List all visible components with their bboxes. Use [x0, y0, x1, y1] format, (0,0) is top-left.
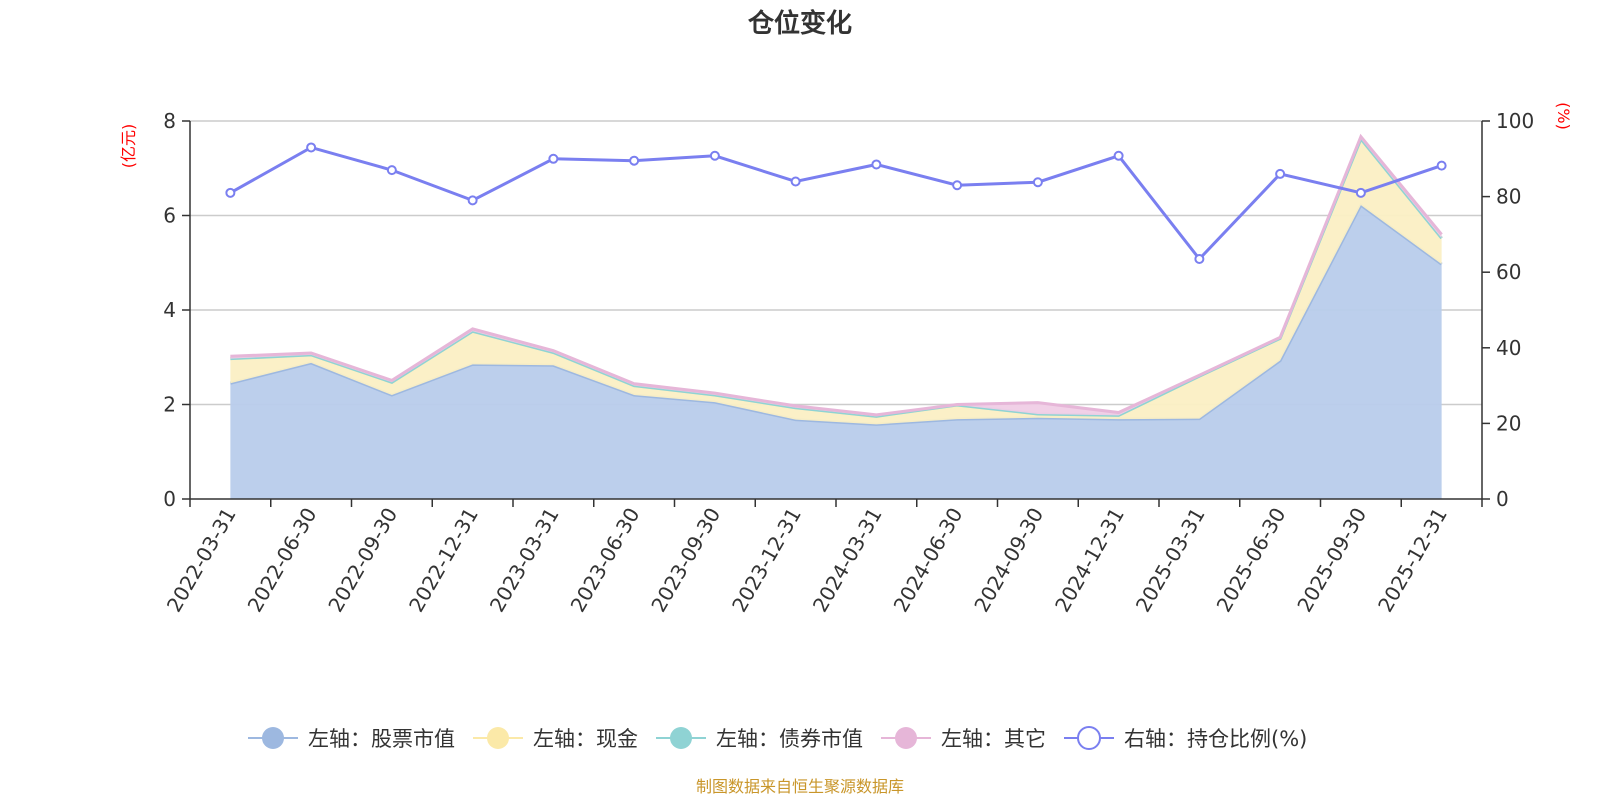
x-tick-label: 2024-06-30 — [889, 504, 968, 617]
legend-item[interactable]: 左轴：债券市值 — [656, 727, 863, 751]
x-tick-label: 2024-03-31 — [808, 504, 887, 617]
ratio-point[interactable] — [386, 165, 397, 176]
legend-label: 左轴：现金 — [533, 727, 638, 751]
right-axis-unit: (%) — [1554, 102, 1573, 130]
left-tick-label: 0 — [163, 487, 176, 511]
x-tick-label: 2024-09-30 — [969, 504, 1048, 617]
x-tick-label: 2023-09-30 — [646, 504, 725, 617]
left-tick-label: 2 — [163, 393, 176, 417]
legend-marker — [1077, 726, 1101, 750]
ratio-line — [229, 145, 1443, 262]
x-tick-label: 2023-06-30 — [566, 504, 645, 617]
ratio-point[interactable] — [952, 180, 963, 191]
x-tick-label: 2025-09-30 — [1292, 504, 1371, 617]
right-tick-label: 80 — [1496, 185, 1521, 209]
legend-marker — [487, 727, 509, 749]
chart-title: 仓位变化 — [747, 8, 852, 39]
area-左轴：现金 — [230, 138, 1442, 425]
x-tick-label: 2024-12-31 — [1050, 504, 1129, 617]
legend-marker — [262, 727, 284, 749]
legend-label: 左轴：债券市值 — [716, 727, 863, 751]
ratio-point[interactable] — [629, 155, 640, 166]
right-tick-label: 20 — [1496, 411, 1521, 435]
legend-marker — [895, 727, 917, 749]
ratio-point[interactable] — [306, 142, 317, 153]
ratio-point[interactable] — [225, 187, 236, 198]
ratio-point[interactable] — [548, 153, 559, 164]
data-source-note: 制图数据来自恒生聚源数据库 — [696, 777, 904, 796]
x-tick-label: 2023-03-31 — [485, 504, 564, 617]
right-tick-label: 40 — [1496, 336, 1521, 360]
ratio-point[interactable] — [790, 176, 801, 187]
left-tick-label: 8 — [163, 109, 176, 133]
legend-marker — [670, 727, 692, 749]
ratio-point[interactable] — [871, 159, 882, 170]
area-series — [230, 133, 1443, 500]
x-tick-label: 2022-09-30 — [323, 504, 402, 617]
x-tick-label: 2022-06-30 — [243, 504, 322, 617]
legend-label: 左轴：其它 — [941, 727, 1046, 751]
ratio-point[interactable] — [1355, 187, 1366, 198]
legend-item[interactable]: 右轴：持仓比例(%) — [1064, 726, 1307, 751]
left-tick-label: 6 — [163, 204, 176, 228]
legend: 左轴：股票市值 左轴：现金 左轴：债券市值 左轴：其它 右轴：持仓比例(%) — [248, 726, 1307, 751]
legend-label: 左轴：股票市值 — [308, 727, 455, 751]
area-line-左轴：其它 — [230, 133, 1443, 417]
ratio-point[interactable] — [1032, 177, 1043, 188]
ratio-point[interactable] — [709, 150, 720, 161]
legend-item[interactable]: 左轴：其它 — [881, 727, 1046, 751]
ratio-point[interactable] — [1113, 150, 1124, 161]
x-tick-label: 2022-12-31 — [404, 504, 483, 617]
x-tick-label: 2025-03-31 — [1131, 504, 1210, 617]
x-tick-label: 2022-03-31 — [162, 504, 241, 617]
ratio-point[interactable] — [467, 195, 478, 206]
ratio-point[interactable] — [1275, 168, 1286, 179]
x-tick-label: 2025-06-30 — [1212, 504, 1291, 617]
left-tick-label: 4 — [163, 298, 176, 322]
x-tick-label: 2023-12-31 — [727, 504, 806, 617]
x-tick-label: 2025-12-31 — [1373, 504, 1452, 617]
right-tick-label: 0 — [1496, 487, 1509, 511]
legend-item[interactable]: 左轴：股票市值 — [248, 727, 455, 751]
legend-label: 右轴：持仓比例(%) — [1124, 727, 1307, 751]
area-左轴：股票市值 — [230, 205, 1442, 500]
left-axis-unit: (亿元) — [119, 124, 138, 169]
legend-item[interactable]: 左轴：现金 — [473, 727, 638, 751]
line-series — [225, 142, 1447, 264]
ratio-point[interactable] — [1436, 160, 1447, 171]
ratio-point[interactable] — [1194, 253, 1205, 264]
right-tick-label: 100 — [1496, 109, 1534, 133]
right-tick-label: 60 — [1496, 260, 1521, 284]
